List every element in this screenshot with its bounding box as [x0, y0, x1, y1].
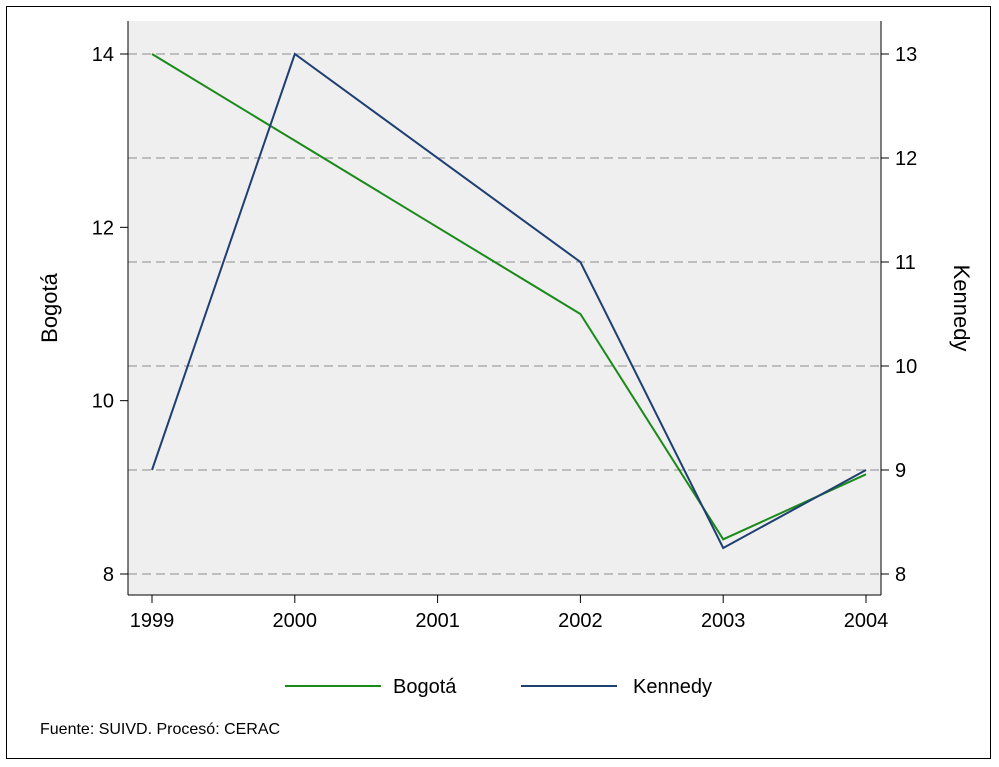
y-left-tick-label: 12	[92, 217, 114, 239]
x-tick-label: 2001	[415, 610, 460, 632]
series-line-bogot-	[151, 53, 867, 541]
x-tick-label: 2000	[273, 610, 318, 632]
x-tick-label: 2002	[558, 610, 603, 632]
legend-label-bogota: Bogotá	[393, 676, 457, 698]
x-tick-label: 2003	[701, 610, 746, 632]
line-chart: 8 10 12 14 8 9 10 11 12 13 1999 2000 2001 2002 2003 200…	[37, 21, 974, 738]
y-right-tick-label: 11	[895, 252, 916, 274]
y-left-tick-label: 8	[103, 564, 114, 586]
y-right-tick-label: 12	[895, 148, 917, 170]
source-note: Fuente: SUIVD. Procesó: CERAC	[40, 721, 280, 738]
x-tick-label: 2004	[844, 610, 889, 632]
series-line-kennedy	[151, 52, 867, 550]
y-left-tick-label: 14	[92, 44, 114, 66]
legend: Bogotá Kennedy	[285, 676, 712, 698]
y-right-tick-label: 9	[895, 460, 906, 482]
y-right-axis-label: Kennedy	[949, 265, 974, 352]
y-right-tick-label: 8	[895, 564, 906, 586]
y-left-tick-label: 10	[92, 391, 114, 413]
chart-frame: 8 10 12 14 8 9 10 11 12 13 1999 2000 2001 2002 2003 200…	[6, 6, 991, 759]
y-right-tick-label: 10	[895, 356, 917, 378]
y-left-axis-label: Bogotá	[37, 272, 62, 342]
x-tick-label: 1999	[130, 610, 175, 632]
y-right-tick-label: 13	[895, 44, 917, 66]
legend-label-kennedy: Kennedy	[633, 676, 712, 698]
